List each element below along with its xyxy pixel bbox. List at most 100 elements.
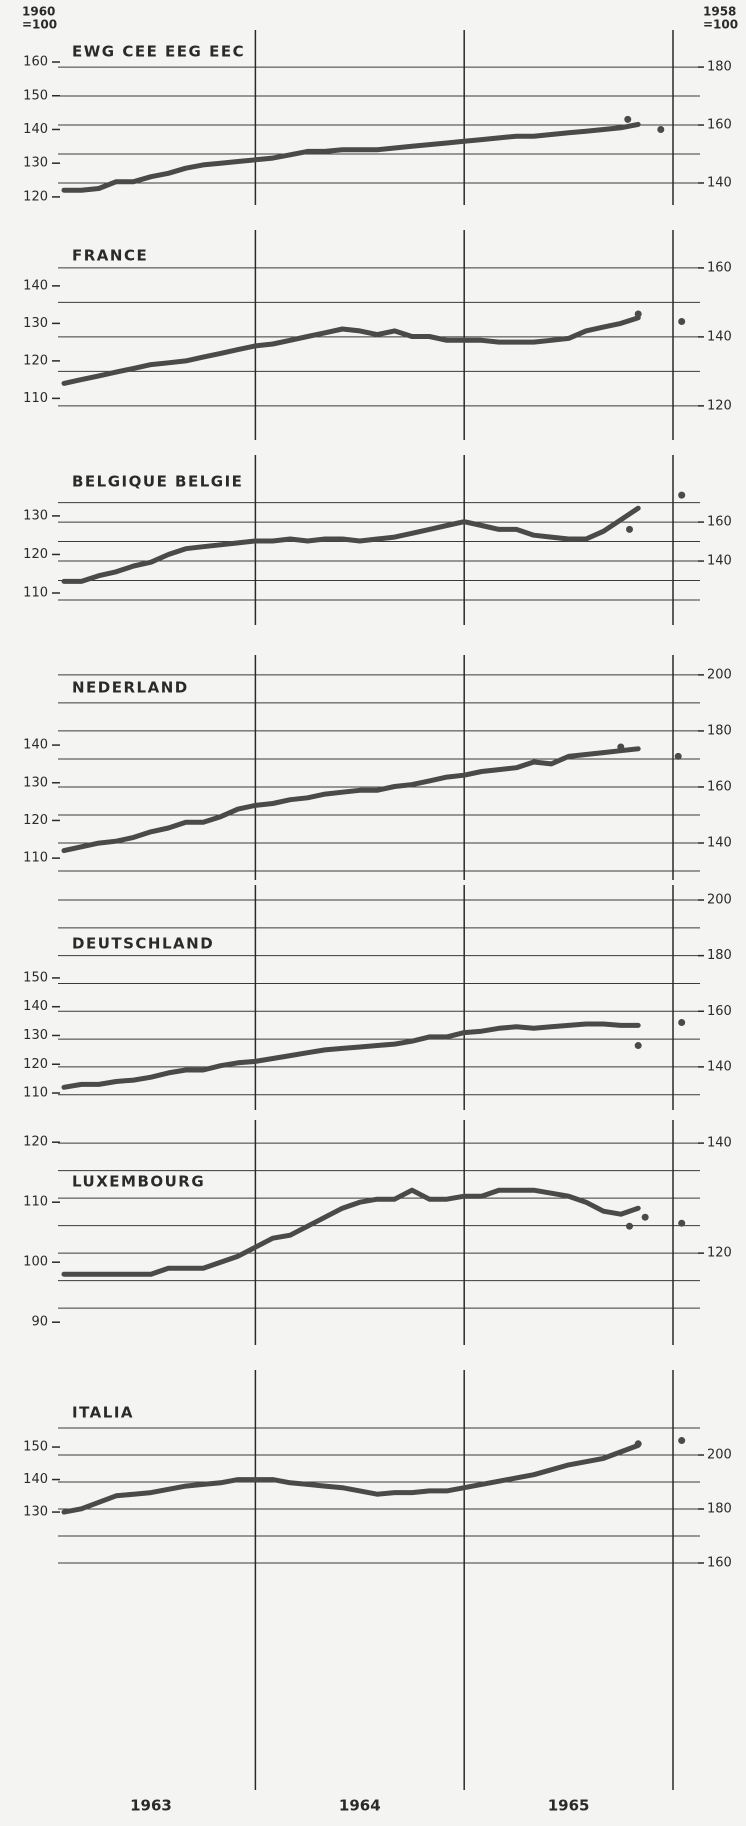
data-dot (657, 125, 665, 133)
y2-label-bg (702, 1446, 742, 1465)
data-dot (634, 1440, 642, 1448)
y2-label-bg (702, 552, 742, 571)
y-tick-label: 110 (23, 1086, 48, 1101)
y-tick-label: 90 (31, 1315, 48, 1330)
y-tick-label: 100 (23, 1255, 48, 1270)
y-tick-label: 140 (23, 999, 48, 1014)
y2-tick-label: 160 (707, 260, 732, 275)
y2-label-bg (702, 513, 742, 532)
y2-label-bg (702, 116, 742, 135)
y-tick-label: 150 (23, 1440, 48, 1455)
data-dot (624, 115, 632, 123)
data-dot (634, 1042, 642, 1050)
y-tick-label: 120 (23, 189, 48, 204)
data-line (61, 746, 641, 854)
y2-tick-label: 160 (707, 515, 732, 530)
y-tick-label: 130 (23, 1505, 48, 1520)
year-label: 1964 (339, 1797, 381, 1815)
data-dot (626, 1222, 633, 1230)
y-tick-label: 120 (23, 353, 48, 368)
y2-tick-label: 140 (707, 554, 732, 569)
y2-tick-label: 140 (707, 329, 732, 344)
y-tick-label: 140 (23, 738, 48, 753)
data-line (61, 121, 641, 193)
y2-tick-label: 180 (707, 723, 732, 738)
panel-title: LUXEMBOURG (72, 1173, 205, 1191)
panel-title: BELGIQUE BELGIE (72, 473, 243, 491)
y2-tick-label: 140 (707, 836, 732, 851)
y2-label-bg (702, 1002, 742, 1021)
y-tick-label: 120 (23, 1057, 48, 1072)
y2-tick-label: 180 (707, 948, 732, 963)
y-tick-label: 120 (23, 1135, 48, 1150)
y-tick-label: 160 (23, 55, 48, 70)
y2-tick-label: 160 (707, 1004, 732, 1019)
data-line (61, 505, 641, 584)
year-label: 1963 (130, 1797, 172, 1815)
y-tick-label: 130 (23, 156, 48, 171)
y2-tick-label: 140 (707, 175, 732, 190)
y-tick-label: 110 (23, 391, 48, 406)
y2-tick-label: 200 (707, 1448, 732, 1463)
y-tick-label: 130 (23, 1028, 48, 1043)
y2-label-bg (702, 946, 742, 965)
data-line (61, 1442, 641, 1515)
y2-tick-label: 120 (707, 398, 732, 413)
data-dot (678, 1019, 686, 1027)
y2-tick-label: 200 (707, 893, 732, 908)
y2-label-bg (702, 1134, 742, 1153)
right-axis-label: 1958 (703, 5, 736, 19)
y2-label-bg (702, 665, 742, 684)
y2-tick-label: 180 (707, 1502, 732, 1517)
left-axis-label: =100 (22, 18, 57, 32)
y-tick-label: 120 (23, 547, 48, 562)
y-tick-label: 110 (23, 586, 48, 601)
y2-label-bg (702, 58, 742, 77)
data-dot (617, 743, 625, 751)
panel-title: EWG CEE EEG EEC (72, 43, 245, 61)
y2-tick-label: 180 (707, 60, 732, 75)
y2-label-bg (702, 173, 742, 192)
y2-label-bg (702, 777, 742, 796)
y2-label-bg (702, 1553, 742, 1572)
y2-tick-label: 160 (707, 118, 732, 133)
y-tick-label: 140 (23, 1472, 48, 1487)
y2-label-bg (702, 1057, 742, 1076)
y2-tick-label: 160 (707, 779, 732, 794)
panel-title: FRANCE (72, 247, 148, 265)
data-dot (678, 491, 686, 499)
y2-label-bg (702, 1500, 742, 1519)
left-axis-label: 1960 (22, 5, 55, 19)
data-line (61, 1021, 641, 1090)
y2-label-bg (702, 258, 742, 277)
data-dot (678, 1437, 686, 1445)
panel-title: ITALIA (72, 1404, 134, 1422)
data-dot (626, 525, 633, 533)
y-tick-label: 140 (23, 122, 48, 137)
y2-tick-label: 160 (707, 1555, 732, 1570)
data-dot (678, 318, 686, 325)
y2-label-bg (702, 891, 742, 910)
y2-label-bg (702, 721, 742, 740)
data-dot (678, 1219, 686, 1227)
y2-label-bg (702, 396, 742, 415)
y2-tick-label: 140 (707, 1136, 732, 1151)
y2-label-bg (702, 327, 742, 346)
data-dot (641, 1213, 649, 1221)
y2-tick-label: 200 (707, 667, 732, 682)
y-tick-label: 110 (23, 1195, 48, 1210)
data-line (61, 315, 641, 386)
y-tick-label: 120 (23, 813, 48, 828)
y-tick-label: 150 (23, 970, 48, 985)
y2-tick-label: 140 (707, 1059, 732, 1074)
y-tick-label: 150 (23, 88, 48, 103)
panel-title: NEDERLAND (72, 679, 189, 697)
y-tick-label: 130 (23, 775, 48, 790)
right-axis-label: =100 (703, 18, 738, 32)
y-tick-label: 130 (23, 316, 48, 331)
panel-title: DEUTSCHLAND (72, 935, 214, 953)
y-tick-label: 130 (23, 508, 48, 523)
y2-label-bg (702, 834, 742, 853)
y2-tick-label: 120 (707, 1246, 732, 1261)
